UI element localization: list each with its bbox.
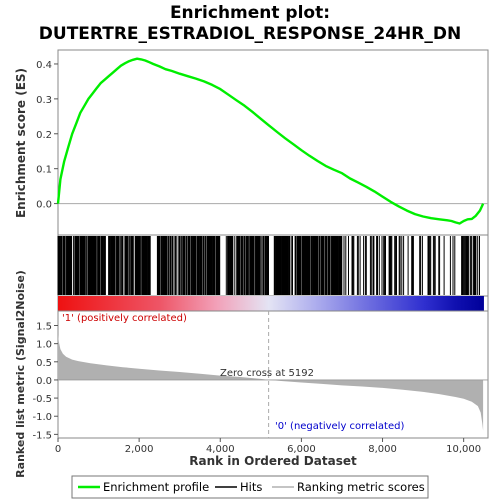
- es-y-axis-ticks: 0.0 0.1 0.2 0.3 0.4: [36, 60, 58, 211]
- colorbar-panel: [57, 295, 489, 312]
- chart-title-line2: DUTERTRE_ESTRADIOL_RESPONSE_24HR_DN: [39, 24, 461, 44]
- chart-title-line1: Enrichment plot:: [170, 3, 330, 23]
- metric-y-tick-label: 0.0: [36, 376, 52, 387]
- es-y-tick-label: 0.3: [36, 95, 52, 106]
- hits-panel: [57, 234, 489, 297]
- metric-x-axis-label: Rank in Ordered Dataset: [189, 454, 357, 468]
- metric-y-tick-label: -1.5: [32, 430, 52, 441]
- metric-x-tick-label: 10,000: [446, 444, 481, 455]
- metric-x-tick-label: 2,000: [125, 444, 154, 455]
- metric-y-tick-label: -0.5: [32, 394, 52, 405]
- enrichment-panel: 0.0 0.1 0.2 0.3 0.4 Enrichment score (ES): [14, 49, 489, 236]
- es-y-axis-label: Enrichment score (ES): [14, 68, 28, 218]
- metric-y-tick-label: 1.0: [36, 340, 52, 351]
- positive-correlation-label: '1' (positively correlated): [62, 313, 187, 324]
- es-y-tick-label: 0.4: [36, 60, 52, 71]
- metric-x-tick-label: 8,000: [368, 444, 397, 455]
- legend-frame: [71, 475, 429, 499]
- ranking-metric-area: [58, 334, 484, 431]
- metric-x-axis-ticks: 0 2,000 4,000 6,000 8,000 10,000: [55, 438, 481, 455]
- legend: Enrichment profile Hits Ranking metric s…: [71, 475, 429, 499]
- metric-x-tick-label: 6,000: [287, 444, 316, 455]
- es-y-tick-label: 0.0: [36, 200, 52, 211]
- enrichment-profile-line: [56, 57, 485, 225]
- hit-marks: [57, 236, 480, 295]
- zero-cross-label: Zero cross at 5192: [220, 368, 314, 379]
- es-y-tick-label: 0.1: [36, 165, 52, 176]
- legend-label-enrichment: Enrichment profile: [103, 480, 209, 494]
- es-y-tick-label: 0.2: [36, 130, 52, 141]
- ranked-list-colorbar: [58, 296, 484, 311]
- metric-y-axis-ticks: -1.5 -1.0 -0.5 0.0 0.5 1.0 1.5: [32, 322, 58, 441]
- metric-y-tick-label: -1.0: [32, 412, 52, 423]
- metric-panel: -1.5 -1.0 -0.5 0.0 0.5 1.0 1.5 0 2,000 4,000 6,00…: [14, 270, 489, 478]
- legend-label-metric: Ranking metric scores: [297, 480, 425, 494]
- metric-y-axis-label: Ranked list metric (Signal2Noise): [14, 270, 27, 478]
- legend-label-hits: Hits: [240, 480, 262, 494]
- metric-y-tick-label: 0.5: [36, 358, 52, 369]
- negative-correlation-label: '0' (negatively correlated): [275, 421, 404, 432]
- metric-y-tick-label: 1.5: [36, 322, 52, 333]
- metric-x-tick-label: 0: [55, 444, 61, 455]
- enrichment-panel-frame: [57, 49, 489, 236]
- metric-x-tick-label: 4,000: [206, 444, 235, 455]
